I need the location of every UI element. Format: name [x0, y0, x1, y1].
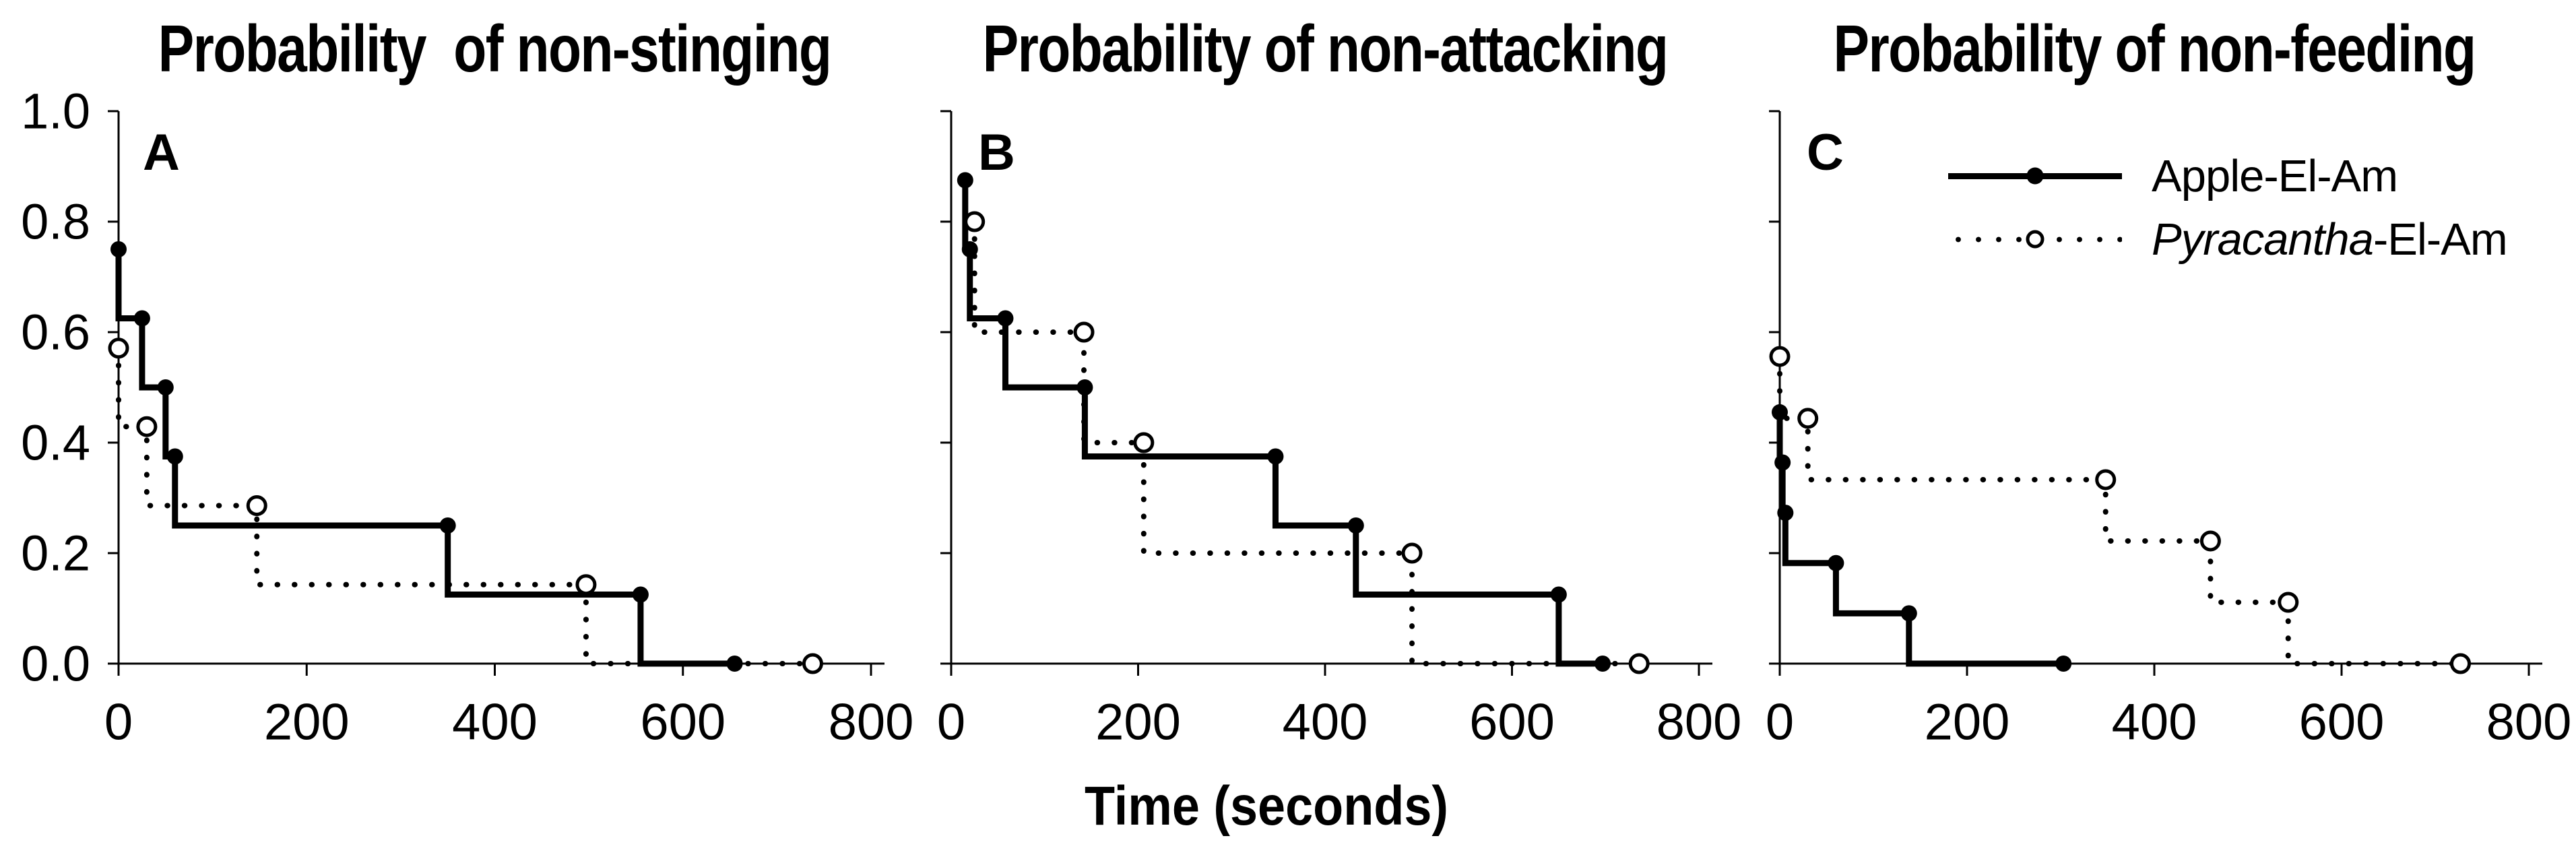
data-point-filled	[1595, 656, 1611, 672]
x-tick-label: 400	[1283, 694, 1368, 751]
y-tick-label: 0.8	[21, 194, 90, 250]
data-point-filled	[961, 241, 978, 257]
x-tick-label: 0	[104, 694, 133, 751]
legend-item-apple: Apple-El-Am	[1948, 144, 2507, 208]
data-point-filled	[997, 310, 1014, 327]
x-tick-label: 200	[1095, 694, 1181, 751]
data-point-open	[1073, 321, 1095, 343]
x-tick-label: 600	[2299, 694, 2385, 751]
data-point-open	[1769, 346, 1791, 367]
data-point-open	[136, 416, 158, 437]
axes	[117, 111, 884, 665]
data-point-open	[1401, 542, 1423, 564]
legend-label-pyracantha: Pyracantha-El-Am	[2152, 214, 2508, 265]
data-point-open	[802, 653, 823, 674]
panel-letter: A	[143, 124, 180, 181]
data-point-filled	[2055, 656, 2072, 672]
panel-c-title: Probability of non-feeding	[1833, 11, 2477, 86]
series-line-apple	[1776, 412, 2064, 667]
y-tick-label: 0.4	[21, 415, 90, 471]
data-point-filled	[1550, 586, 1567, 603]
data-point-filled	[1267, 448, 1284, 465]
data-point-filled	[157, 379, 174, 395]
data-point-filled	[1900, 605, 1917, 622]
data-point-filled	[1076, 379, 1093, 395]
panel-letter: C	[1807, 124, 1844, 181]
legend-item-pyracantha: Pyracantha-El-Am	[1948, 208, 2508, 271]
legend-label-apple: Apple-El-Am	[2152, 150, 2398, 201]
solid-line-swatch	[1948, 167, 2122, 185]
panel-C: 0 200 400 600 800 C	[1766, 110, 2572, 751]
data-point-filled	[957, 172, 973, 189]
data-point-open	[246, 495, 267, 516]
data-point-open	[2095, 469, 2117, 490]
panel-letter: B	[978, 124, 1015, 181]
series-line-pyracantha	[116, 345, 816, 666]
series-line-apple	[962, 180, 1603, 667]
x-tick-label: 200	[264, 694, 350, 751]
data-point-open	[1133, 432, 1155, 453]
data-point-open	[108, 338, 129, 359]
data-point-filled	[1774, 454, 1791, 471]
data-point-filled	[1777, 505, 1794, 521]
data-point-filled	[726, 656, 743, 672]
data-point-filled	[1828, 554, 1844, 571]
panel-b-title: Probability of non-attacking	[982, 11, 1669, 86]
y-tick-label: 0.6	[21, 305, 90, 360]
x-tick-label: 0	[937, 694, 965, 751]
data-point-filled	[1772, 404, 1788, 420]
data-point-open	[2450, 653, 2472, 674]
data-point-filled	[632, 586, 649, 603]
panel-B: 0 200 400 600 800 B	[937, 110, 1742, 751]
dotted-line-swatch	[1948, 230, 2122, 249]
x-tick-label: 800	[829, 694, 914, 751]
x-tick-label: 800	[1656, 694, 1742, 751]
legend: Apple-El-Am Pyracantha-El-Am	[1948, 144, 2508, 271]
open-circle-icon	[2026, 230, 2044, 249]
x-tick-label: 400	[2112, 694, 2197, 751]
data-point-filled	[1347, 517, 1364, 534]
data-point-open	[964, 211, 986, 232]
series-line-pyracantha	[971, 219, 1642, 666]
data-point-open	[575, 574, 597, 596]
data-point-filled	[439, 517, 456, 534]
data-point-open	[2199, 530, 2221, 552]
filled-circle-icon	[2026, 167, 2044, 185]
x-tick-label: 600	[1469, 694, 1555, 751]
series-line-pyracantha	[1777, 354, 2464, 666]
data-point-open	[1797, 408, 1819, 429]
legend-label-italic-part: Pyracantha	[2152, 214, 2374, 265]
x-axis-label: Time (seconds)	[1085, 775, 1448, 837]
data-point-open	[1628, 653, 1650, 674]
data-point-filled	[166, 448, 183, 465]
x-tick-label: 200	[1925, 694, 2010, 751]
y-tick-label: 1.0	[21, 84, 90, 139]
x-tick-label: 600	[640, 694, 726, 751]
panel-A: 0.0 0.2 0.4 0.6 0.8 1.0 0 200 400 600 800 A	[21, 84, 913, 751]
x-tick-label: 0	[1766, 694, 1794, 751]
x-tick-label: 400	[452, 694, 538, 751]
legend-label-rest-part: -El-Am	[2373, 214, 2508, 265]
panel-a-title: Probability of non-stinging	[158, 11, 832, 86]
y-tick-label: 0.2	[21, 526, 90, 581]
data-point-open	[2278, 592, 2299, 613]
data-point-filled	[110, 241, 127, 257]
data-point-filled	[133, 310, 150, 327]
x-tick-label: 800	[2486, 694, 2572, 751]
y-tick-label: 0.0	[21, 636, 90, 692]
